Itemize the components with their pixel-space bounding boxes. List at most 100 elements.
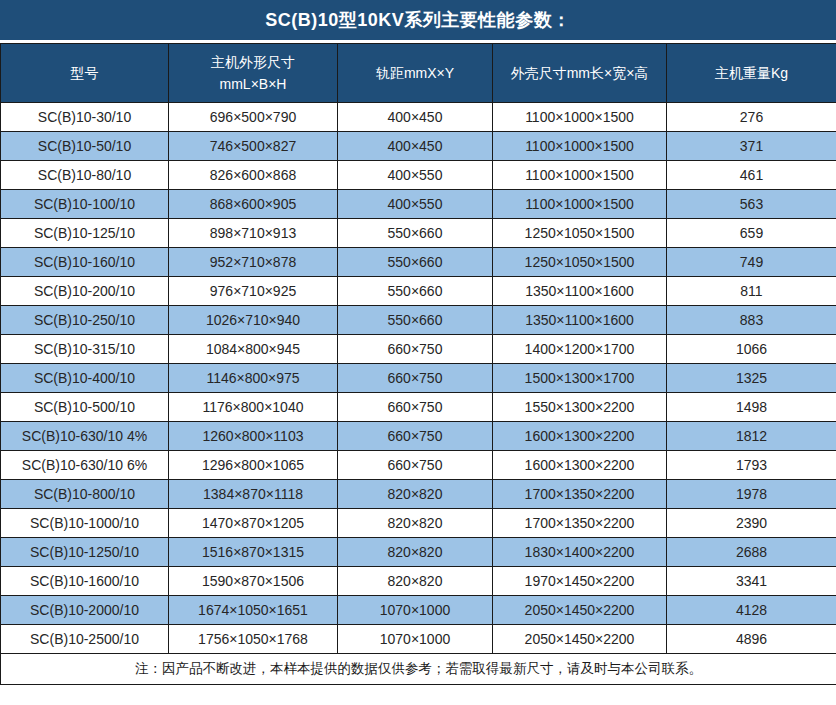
cell-rail-gauge: 400×450 <box>338 132 493 161</box>
column-header-host-dimensions-line1: 主机外形尺寸 <box>171 51 335 73</box>
table-row: SC(B)10-80/10826×600×868400×5501100×1000… <box>1 161 836 190</box>
cell-host-dimensions: 1756×1050×1768 <box>169 625 338 654</box>
cell-shell-size: 1100×1000×1500 <box>493 190 667 219</box>
table-header: 型号 主机外形尺寸 mmL×B×H 轨距mmX×Y 外壳尺寸mm长×宽×高 主机… <box>1 44 836 103</box>
table-row: SC(B)10-2500/101756×1050×17681070×100020… <box>1 625 836 654</box>
cell-shell-size: 1550×1300×2200 <box>493 393 667 422</box>
table-row: SC(B)10-630/10 4%1260×800×1103660×750160… <box>1 422 836 451</box>
spec-sheet: SC(B)10型10KV系列主要性能参数： 型号 主机外形尺寸 mmL×B×H … <box>0 0 836 705</box>
cell-weight: 4128 <box>667 596 836 625</box>
table-row: SC(B)10-160/10952×710×878550×6601250×105… <box>1 248 836 277</box>
cell-shell-size: 1700×1350×2200 <box>493 509 667 538</box>
table-row: SC(B)10-400/101146×800×975660×7501500×13… <box>1 364 836 393</box>
cell-shell-size: 1350×1100×1600 <box>493 306 667 335</box>
footnote-row: 注：因产品不断改进，本样本提供的数据仅供参考；若需取得最新尺寸，请及时与本公司联… <box>1 654 836 685</box>
cell-weight: 371 <box>667 132 836 161</box>
cell-host-dimensions: 1146×800×975 <box>169 364 338 393</box>
cell-model: SC(B)10-125/10 <box>1 219 169 248</box>
cell-shell-size: 1100×1000×1500 <box>493 161 667 190</box>
cell-shell-size: 1350×1100×1600 <box>493 277 667 306</box>
cell-shell-size: 1600×1300×2200 <box>493 451 667 480</box>
cell-weight: 1498 <box>667 393 836 422</box>
cell-rail-gauge: 550×660 <box>338 248 493 277</box>
cell-model: SC(B)10-50/10 <box>1 132 169 161</box>
table-row: SC(B)10-2000/101674×1050×16511070×100020… <box>1 596 836 625</box>
cell-weight: 563 <box>667 190 836 219</box>
cell-weight: 1793 <box>667 451 836 480</box>
cell-model: SC(B)10-630/10 4% <box>1 422 169 451</box>
cell-model: SC(B)10-630/10 6% <box>1 451 169 480</box>
table-body: SC(B)10-30/10696×500×790400×4501100×1000… <box>1 103 836 654</box>
footnote: 注：因产品不断改进，本样本提供的数据仅供参考；若需取得最新尺寸，请及时与本公司联… <box>1 654 836 685</box>
cell-weight: 1812 <box>667 422 836 451</box>
cell-shell-size: 1250×1050×1500 <box>493 248 667 277</box>
cell-host-dimensions: 696×500×790 <box>169 103 338 132</box>
cell-weight: 883 <box>667 306 836 335</box>
cell-rail-gauge: 1070×1000 <box>338 625 493 654</box>
cell-weight: 4896 <box>667 625 836 654</box>
cell-model: SC(B)10-315/10 <box>1 335 169 364</box>
cell-rail-gauge: 400×450 <box>338 103 493 132</box>
cell-model: SC(B)10-400/10 <box>1 364 169 393</box>
table-row: SC(B)10-630/10 6%1296×800×1065660×750160… <box>1 451 836 480</box>
table-row: SC(B)10-500/101176×800×1040660×7501550×1… <box>1 393 836 422</box>
cell-rail-gauge: 550×660 <box>338 306 493 335</box>
cell-shell-size: 1830×1400×2200 <box>493 538 667 567</box>
cell-shell-size: 1600×1300×2200 <box>493 422 667 451</box>
cell-model: SC(B)10-80/10 <box>1 161 169 190</box>
cell-rail-gauge: 550×660 <box>338 277 493 306</box>
cell-rail-gauge: 820×820 <box>338 509 493 538</box>
cell-rail-gauge: 820×820 <box>338 567 493 596</box>
cell-model: SC(B)10-100/10 <box>1 190 169 219</box>
cell-host-dimensions: 868×600×905 <box>169 190 338 219</box>
cell-weight: 659 <box>667 219 836 248</box>
cell-weight: 1066 <box>667 335 836 364</box>
table-row: SC(B)10-1600/101590×870×1506820×8201970×… <box>1 567 836 596</box>
cell-model: SC(B)10-800/10 <box>1 480 169 509</box>
table-row: SC(B)10-50/10746×500×827400×4501100×1000… <box>1 132 836 161</box>
table-row: SC(B)10-315/101084×800×945660×7501400×12… <box>1 335 836 364</box>
cell-rail-gauge: 400×550 <box>338 161 493 190</box>
cell-host-dimensions: 1674×1050×1651 <box>169 596 338 625</box>
cell-host-dimensions: 898×710×913 <box>169 219 338 248</box>
cell-weight: 2688 <box>667 538 836 567</box>
cell-model: SC(B)10-1000/10 <box>1 509 169 538</box>
cell-weight: 1325 <box>667 364 836 393</box>
cell-rail-gauge: 660×750 <box>338 364 493 393</box>
cell-weight: 811 <box>667 277 836 306</box>
cell-shell-size: 1400×1200×1700 <box>493 335 667 364</box>
cell-shell-size: 2050×1450×2200 <box>493 625 667 654</box>
cell-shell-size: 1970×1450×2200 <box>493 567 667 596</box>
cell-model: SC(B)10-2500/10 <box>1 625 169 654</box>
cell-weight: 2390 <box>667 509 836 538</box>
cell-model: SC(B)10-200/10 <box>1 277 169 306</box>
cell-weight: 3341 <box>667 567 836 596</box>
cell-model: SC(B)10-160/10 <box>1 248 169 277</box>
cell-rail-gauge: 1070×1000 <box>338 596 493 625</box>
column-header-host-dimensions: 主机外形尺寸 mmL×B×H <box>169 44 338 103</box>
table-row: SC(B)10-100/10868×600×905400×5501100×100… <box>1 190 836 219</box>
cell-weight: 276 <box>667 103 836 132</box>
cell-model: SC(B)10-250/10 <box>1 306 169 335</box>
cell-rail-gauge: 660×750 <box>338 422 493 451</box>
column-header-host-dimensions-line2: mmL×B×H <box>171 73 335 95</box>
cell-host-dimensions: 1384×870×1118 <box>169 480 338 509</box>
table-row: SC(B)10-1000/101470×870×1205820×8201700×… <box>1 509 836 538</box>
table-row: SC(B)10-30/10696×500×790400×4501100×1000… <box>1 103 836 132</box>
cell-shell-size: 1100×1000×1500 <box>493 103 667 132</box>
cell-model: SC(B)10-30/10 <box>1 103 169 132</box>
cell-host-dimensions: 746×500×827 <box>169 132 338 161</box>
column-header-weight: 主机重量Kg <box>667 44 836 103</box>
cell-rail-gauge: 660×750 <box>338 451 493 480</box>
cell-host-dimensions: 1176×800×1040 <box>169 393 338 422</box>
page-title: SC(B)10型10KV系列主要性能参数： <box>0 0 836 40</box>
cell-model: SC(B)10-500/10 <box>1 393 169 422</box>
cell-weight: 461 <box>667 161 836 190</box>
cell-weight: 749 <box>667 248 836 277</box>
cell-shell-size: 1700×1350×2200 <box>493 480 667 509</box>
cell-shell-size: 2050×1450×2200 <box>493 596 667 625</box>
cell-host-dimensions: 1260×800×1103 <box>169 422 338 451</box>
cell-rail-gauge: 660×750 <box>338 393 493 422</box>
column-header-shell-size: 外壳尺寸mm长×宽×高 <box>493 44 667 103</box>
column-header-rail-gauge: 轨距mmX×Y <box>338 44 493 103</box>
